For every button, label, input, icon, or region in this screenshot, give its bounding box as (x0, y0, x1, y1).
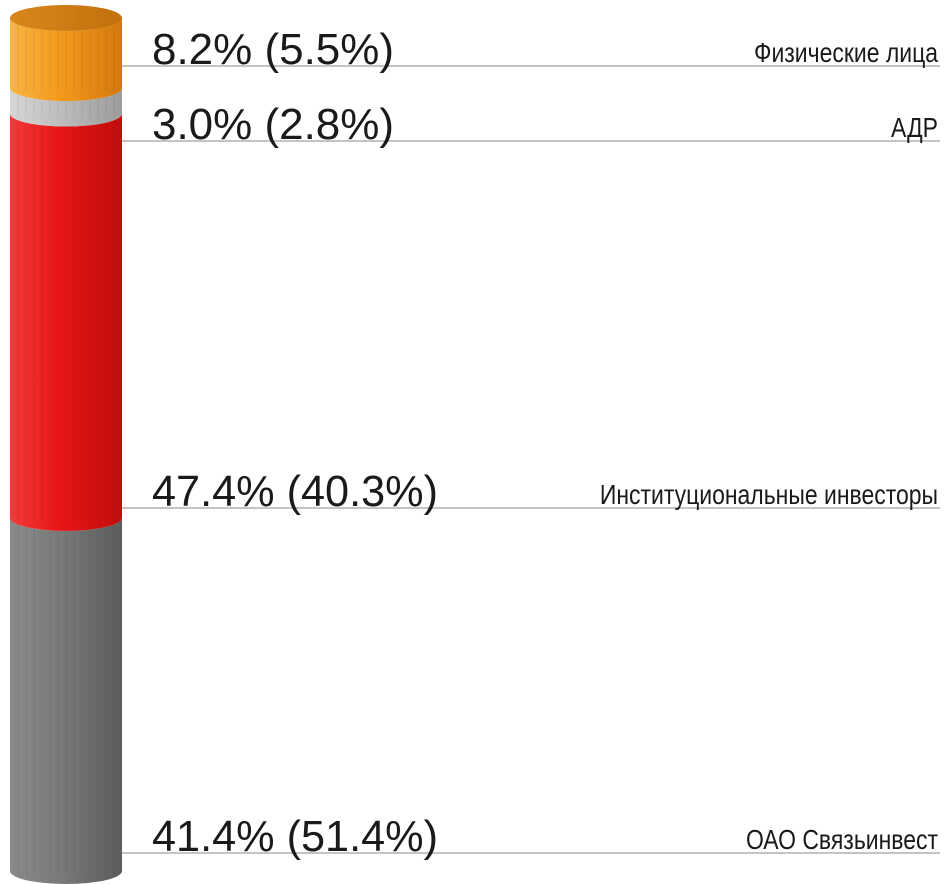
category-label: ОАО Связьинвест (746, 824, 938, 855)
segment-1 (10, 18, 122, 101)
segment-2 (10, 87, 122, 127)
leader-lines (122, 65, 940, 854)
segment-3 (10, 113, 122, 531)
cylinder-top-cap (10, 5, 122, 31)
value-label: 3.0% (2.8%) (152, 100, 394, 149)
category-label: Институциональные инвесторы (600, 479, 938, 510)
value-label: 47.4% (40.3%) (152, 467, 438, 516)
category-label: АДР (891, 112, 938, 143)
cylinder (10, 5, 122, 884)
value-label: 41.4% (51.4%) (152, 812, 438, 861)
category-label: Физические лица (754, 37, 938, 68)
segment-4 (10, 517, 122, 884)
data-labels: 8.2% (5.5%) Физические лица 3.0% (2.8%) АДР… (152, 25, 938, 861)
value-label: 8.2% (5.5%) (152, 25, 394, 74)
